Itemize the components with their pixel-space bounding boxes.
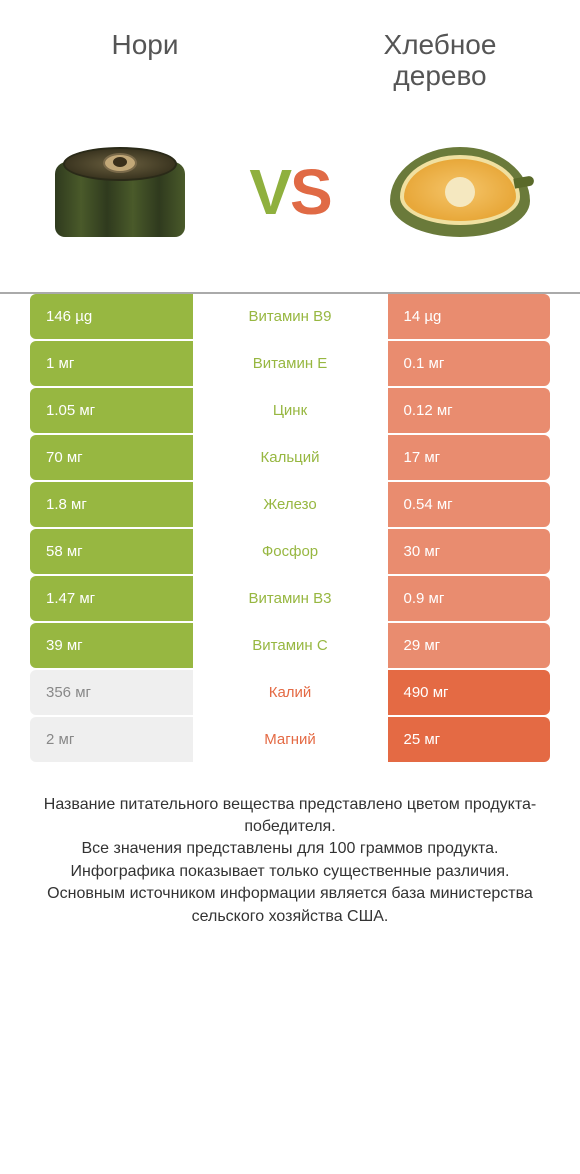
cell-right-value: 0.54 мг	[388, 482, 551, 527]
cell-left-value: 39 мг	[30, 623, 193, 668]
table-row: 58 мгФосфор30 мг	[30, 529, 550, 576]
product-right-image	[390, 132, 530, 252]
cell-right-value: 0.1 мг	[388, 341, 551, 386]
cell-nutrient-label: Витамин B3	[193, 576, 388, 621]
cell-right-value: 14 µg	[388, 294, 551, 339]
header: Нори Хлебное дерево	[0, 0, 580, 102]
table-row: 2 мгМагний25 мг	[30, 717, 550, 764]
cell-right-value: 0.9 мг	[388, 576, 551, 621]
table-row: 356 мгКалий490 мг	[30, 670, 550, 717]
table-row: 1 мгВитамин E0.1 мг	[30, 341, 550, 388]
product-right-title: Хлебное дерево	[340, 30, 540, 92]
cell-right-value: 30 мг	[388, 529, 551, 574]
table-row: 1.05 мгЦинк0.12 мг	[30, 388, 550, 435]
product-left-title: Нори	[40, 30, 240, 61]
cell-left-value: 1 мг	[30, 341, 193, 386]
table-row: 70 мгКальций17 мг	[30, 435, 550, 482]
cell-nutrient-label: Цинк	[193, 388, 388, 433]
cell-nutrient-label: Витамин B9	[193, 294, 388, 339]
table-row: 146 µgВитамин B914 µg	[30, 294, 550, 341]
cell-left-value: 58 мг	[30, 529, 193, 574]
cell-nutrient-label: Витамин E	[193, 341, 388, 386]
cell-right-value: 0.12 мг	[388, 388, 551, 433]
hero-row: VS	[0, 102, 580, 292]
comparison-table: 146 µgВитамин B914 µg1 мгВитамин E0.1 мг…	[0, 292, 580, 764]
cell-left-value: 356 мг	[30, 670, 193, 715]
footer-line: Инфографика показывает только существенн…	[30, 861, 550, 883]
vs-s: S	[290, 156, 331, 228]
nori-icon	[55, 147, 185, 237]
cell-left-value: 70 мг	[30, 435, 193, 480]
cell-nutrient-label: Магний	[193, 717, 388, 762]
cell-right-value: 29 мг	[388, 623, 551, 668]
cell-nutrient-label: Кальций	[193, 435, 388, 480]
vs-label: VS	[249, 160, 330, 224]
footer-line: Все значения представлены для 100 граммо…	[30, 838, 550, 860]
cell-left-value: 2 мг	[30, 717, 193, 762]
cell-nutrient-label: Калий	[193, 670, 388, 715]
cell-left-value: 146 µg	[30, 294, 193, 339]
cell-left-value: 1.05 мг	[30, 388, 193, 433]
cell-left-value: 1.8 мг	[30, 482, 193, 527]
footer-line: Основным источником информации является …	[30, 883, 550, 928]
cell-right-value: 25 мг	[388, 717, 551, 762]
cell-left-value: 1.47 мг	[30, 576, 193, 621]
table-row: 1.47 мгВитамин B30.9 мг	[30, 576, 550, 623]
table-row: 39 мгВитамин C29 мг	[30, 623, 550, 670]
cell-nutrient-label: Фосфор	[193, 529, 388, 574]
table-row: 1.8 мгЖелезо0.54 мг	[30, 482, 550, 529]
cell-right-value: 490 мг	[388, 670, 551, 715]
vs-v: V	[249, 156, 290, 228]
product-left-image	[50, 132, 190, 252]
footer-line: Название питательного вещества представл…	[30, 794, 550, 839]
cell-nutrient-label: Железо	[193, 482, 388, 527]
jackfruit-icon	[390, 137, 530, 247]
footer-notes: Название питательного вещества представл…	[0, 764, 580, 928]
cell-nutrient-label: Витамин C	[193, 623, 388, 668]
cell-right-value: 17 мг	[388, 435, 551, 480]
